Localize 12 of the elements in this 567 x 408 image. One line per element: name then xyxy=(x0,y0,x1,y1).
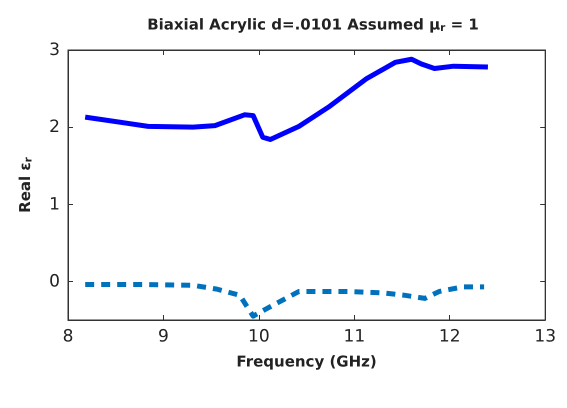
x-tick-label: 10 xyxy=(248,326,270,346)
y-tick-label: 3 xyxy=(49,40,60,60)
x-tick-label: 13 xyxy=(534,326,556,346)
x-axis-title: Frequency (GHz) xyxy=(236,352,377,370)
x-tick-label: 9 xyxy=(158,326,169,346)
y-tick-label: 2 xyxy=(49,117,60,138)
y-axis-title: Real εr xyxy=(16,156,34,213)
y-tick-label: 1 xyxy=(49,194,60,214)
x-tick-label: 12 xyxy=(438,326,461,346)
x-tick-label: 8 xyxy=(62,326,74,346)
y-tick-label: 0 xyxy=(49,271,60,292)
x-tick-label: 11 xyxy=(343,326,366,346)
